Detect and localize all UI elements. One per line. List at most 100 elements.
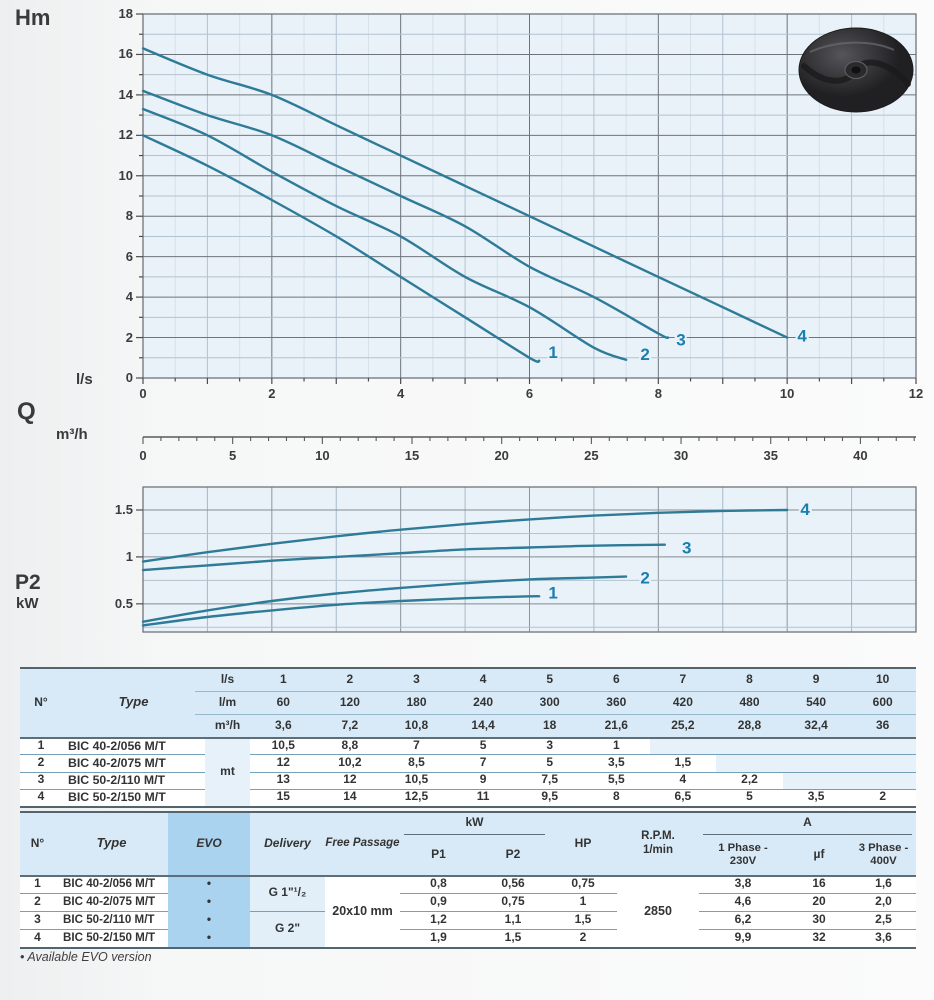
t2-ph3-header: 3 Phase - 400V (858, 841, 909, 867)
t1-row-number: 1 (37, 737, 45, 752)
t1-head-value: 10,5 (404, 772, 429, 787)
t2-ph1-value: 4,6 (734, 894, 752, 909)
t2-n-header: N° (30, 835, 45, 850)
head-curve-label-2: 2 (640, 345, 649, 364)
t1-head-value: 9,5 (541, 789, 559, 804)
head-curve-label-3: 3 (676, 331, 685, 350)
t1-head-value: 12 (276, 754, 290, 769)
t2-row-number: 4 (34, 930, 41, 945)
t2-kw-group-header: kW (465, 815, 484, 830)
t1-flow-header: 1 (279, 671, 287, 686)
power-curve-1 (141, 594, 541, 627)
t1-flow-header: 25,2 (671, 717, 695, 732)
t2-p1-header: P1 (431, 846, 446, 861)
head-curve-label-1: 1 (548, 343, 557, 362)
head-x-tick-label: 8 (654, 386, 662, 401)
t2-a-group-header: A (803, 815, 812, 830)
t1-head-value: 1 (612, 737, 620, 752)
m3h-tick-label: 15 (404, 448, 420, 463)
t2-row-sep (699, 893, 916, 894)
impeller-highlight (809, 41, 895, 53)
t1-head-value: 2 (879, 789, 887, 804)
t2-uf-value: 20 (812, 894, 826, 909)
t1-unit-label: m³/h (214, 717, 241, 732)
t1-flow-header: 6 (612, 671, 620, 686)
t2-top-line (20, 811, 916, 813)
t2-p1-value: 1,2 (430, 912, 447, 927)
t2-row-sep (400, 911, 617, 912)
m3h-tick-label: 30 (673, 448, 689, 463)
t2-free-passage-header: Free Passage (325, 836, 400, 849)
t1-head-value: 15 (276, 789, 290, 804)
t2-evo-dot: • (206, 930, 212, 945)
t1-row-label-band (20, 771, 205, 789)
t1-flow-header: 28,8 (737, 717, 762, 732)
m3h-tick-label: 5 (229, 448, 237, 463)
t1-head-value: 8,5 (408, 754, 425, 769)
m3h-tick-label: 0 (139, 448, 147, 463)
t2-delivery-sep (250, 911, 325, 912)
t1-flow-header: 480 (739, 694, 760, 709)
footnote: • Available EVO version (20, 950, 152, 964)
head-curve-3 (141, 89, 670, 340)
m3h-tick-label: 20 (494, 448, 509, 463)
t2-hp-value: 1 (579, 894, 587, 909)
t1-flow-header: 4 (479, 671, 487, 686)
t2-p1-value: 0,8 (430, 876, 447, 891)
t2-row-number: 1 (34, 876, 41, 891)
t2-delivery-value: G 2" (274, 921, 301, 936)
t2-row-number: 3 (34, 912, 41, 927)
t2-header-line (20, 875, 916, 877)
t2-hp-value: 2 (579, 930, 587, 945)
t2-ph1-value: 3,8 (734, 876, 752, 891)
head-y-tick-label: 0 (125, 370, 133, 385)
t1-unit-label: l/m (218, 694, 237, 709)
head-x-tick-label: 6 (525, 386, 534, 401)
t1-head-value: 3,5 (807, 789, 825, 804)
t1-head-value: 5 (746, 789, 753, 804)
head-curve-2 (141, 107, 628, 361)
t2-evo-dot: • (206, 912, 212, 927)
t2-ph1-value: 9,9 (734, 930, 752, 945)
t2-hp-header: HP (574, 835, 592, 850)
t2-kw-underline (404, 834, 545, 835)
t2-row-sep (20, 893, 168, 894)
t1-flow-header: 21,6 (604, 717, 628, 732)
t2-row-sep (400, 929, 617, 930)
t1-head-value: 7 (479, 754, 487, 769)
t2-ph3-value: 1,6 (875, 876, 892, 891)
t1-pump-type: BIC 50-2/110 M/T (68, 773, 166, 788)
t1-flow-header: 180 (406, 694, 427, 709)
t1-flow-header: 300 (539, 694, 560, 709)
t2-type-header: Type (96, 835, 127, 851)
t1-pump-type: BIC 40-2/056 M/T (68, 738, 166, 753)
t2-p2-header: P2 (505, 846, 521, 861)
t1-flow-header: 9 (812, 671, 820, 686)
t1-head-value: 2,2 (741, 772, 758, 787)
head-y-tick-label: 12 (118, 127, 133, 143)
t1-header-bg (20, 668, 916, 737)
t2-evo-dot: • (206, 876, 212, 891)
t2-uf-value: 16 (812, 876, 826, 891)
t1-flow-header: 60 (276, 694, 290, 709)
t1-header-sep (195, 714, 916, 715)
t1-row-sep (250, 754, 916, 756)
head-curve-4 (141, 47, 789, 339)
t2-bottom-line (20, 947, 916, 949)
t2-ph3-value: 2,0 (875, 894, 892, 909)
power-y-tick-label: 1.5 (114, 501, 133, 517)
t1-row-label-band (20, 754, 205, 772)
t2-p2-value: 1,5 (504, 930, 522, 945)
head-curve-label-4: 4 (797, 327, 807, 346)
power-curve-2 (141, 575, 628, 623)
t1-flow-header: 36 (876, 717, 890, 732)
q-axis-label: Q (17, 398, 36, 425)
t1-flow-header: 7 (679, 671, 687, 686)
t1-head-value: 3 (546, 737, 554, 752)
t1-head-value: 7 (413, 737, 420, 752)
t1-flow-header: 10 (876, 671, 890, 686)
p2-axis-label: P2 (15, 571, 41, 594)
t1-head-value: 8,8 (341, 737, 359, 752)
m3h-tick-label: 10 (315, 448, 330, 463)
